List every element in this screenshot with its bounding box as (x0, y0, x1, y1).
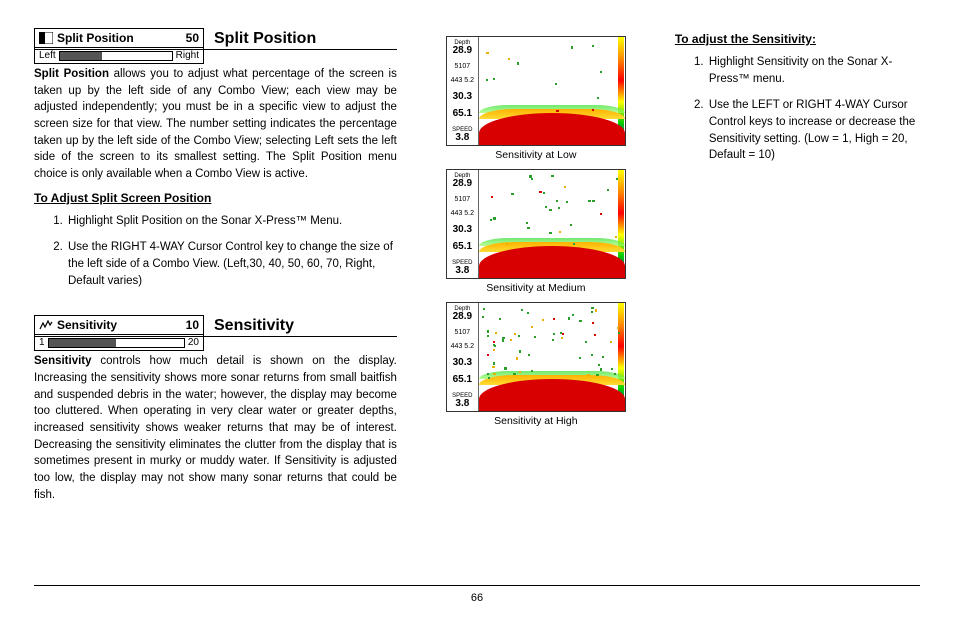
footer-rule (34, 585, 920, 586)
split-steps: Highlight Split Position on the Sonar X-… (34, 213, 397, 290)
sonar-high-img: Depth28.9 5107 443 5.2 30.3 65.1 SPEED3.… (446, 302, 626, 412)
page-number: 66 (0, 592, 954, 604)
right-column: To adjust the Sensitivity: Highlight Sen… (675, 28, 920, 568)
sonar-low-img: Depth28.9 5107 443 5.2 30.3 65.1 SPEED3.… (446, 36, 626, 146)
sens-left-lbl: 1 (39, 337, 45, 348)
mid-column: Depth28.9 5107 443 5.2 30.3 65.1 SPEED3.… (433, 28, 639, 568)
sonar-high-thumb: Depth28.9 5107 443 5.2 30.3 65.1 SPEED3.… (446, 302, 626, 427)
split-position-slider[interactable] (59, 51, 173, 61)
left-column: Split Position 50 Left Right Split Posit… (34, 28, 397, 568)
sensitivity-setting: Sensitivity 10 1 20 (34, 315, 204, 351)
sensitivity-icon (39, 319, 53, 331)
sensitivity-block: Sensitivity 10 1 20 Sensitivity Sensitiv… (34, 315, 397, 511)
adjust-sens-heading: To adjust the Sensitivity: (675, 32, 920, 46)
split-position-lead: Split Position (34, 68, 109, 80)
split-position-label: Split Position (57, 31, 186, 45)
split-position-text: Split Position allows you to adjust what… (34, 66, 397, 183)
sensitivity-value: 10 (186, 318, 199, 332)
split-step: Highlight Split Position on the Sonar X-… (66, 213, 397, 230)
sonar-readout: Depth28.9 5107 443 5.2 30.3 65.1 SPEED3.… (447, 37, 479, 145)
split-position-icon (39, 32, 53, 44)
sonar-high-caption: Sensitivity at High (446, 415, 626, 427)
sonar-low-thumb: Depth28.9 5107 443 5.2 30.3 65.1 SPEED3.… (446, 36, 626, 161)
split-position-value: 50 (186, 31, 199, 45)
sonar-readout: Depth28.9 5107 443 5.2 30.3 65.1 SPEED3.… (447, 303, 479, 411)
split-position-body: allows you to adjust what percentage of … (34, 68, 397, 180)
sens-slider-fill (49, 339, 117, 347)
sonar-med-thumb: Depth28.9 5107 443 5.2 30.3 65.1 SPEED3.… (446, 169, 626, 294)
adjust-sens-step: Highlight Sensitivity on the Sonar X-Pre… (707, 54, 920, 87)
sonar-med-img: Depth28.9 5107 443 5.2 30.3 65.1 SPEED3.… (446, 169, 626, 279)
split-position-block: Split Position 50 Left Right Split Posit… (34, 28, 397, 299)
sensitivity-text: Sensitivity controls how much detail is … (34, 353, 397, 503)
sonar-readout: Depth28.9 5107 443 5.2 30.3 65.1 SPEED3.… (447, 170, 479, 278)
split-step: Use the RIGHT 4-WAY Cursor Control key t… (66, 239, 397, 289)
adjust-sens-step: Use the LEFT or RIGHT 4-WAY Cursor Contr… (707, 97, 920, 164)
sensitivity-body: controls how much detail is shown on the… (34, 355, 397, 500)
sensitivity-label: Sensitivity (57, 318, 186, 332)
split-position-setting: Split Position 50 Left Right (34, 28, 204, 64)
sonar-med-caption: Sensitivity at Medium (446, 282, 626, 294)
sensitivity-slider[interactable] (48, 338, 185, 348)
split-adjust-heading: To Adjust Split Screen Position (34, 191, 397, 205)
sonar-low-caption: Sensitivity at Low (446, 149, 626, 161)
adjust-sens-steps: Highlight Sensitivity on the Sonar X-Pre… (675, 54, 920, 174)
page-content: Split Position 50 Left Right Split Posit… (34, 28, 920, 568)
split-right-lbl: Right (176, 50, 199, 61)
sensitivity-lead: Sensitivity (34, 355, 92, 367)
split-slider-fill (60, 52, 103, 60)
sens-right-lbl: 20 (188, 337, 199, 348)
split-left-lbl: Left (39, 50, 56, 61)
